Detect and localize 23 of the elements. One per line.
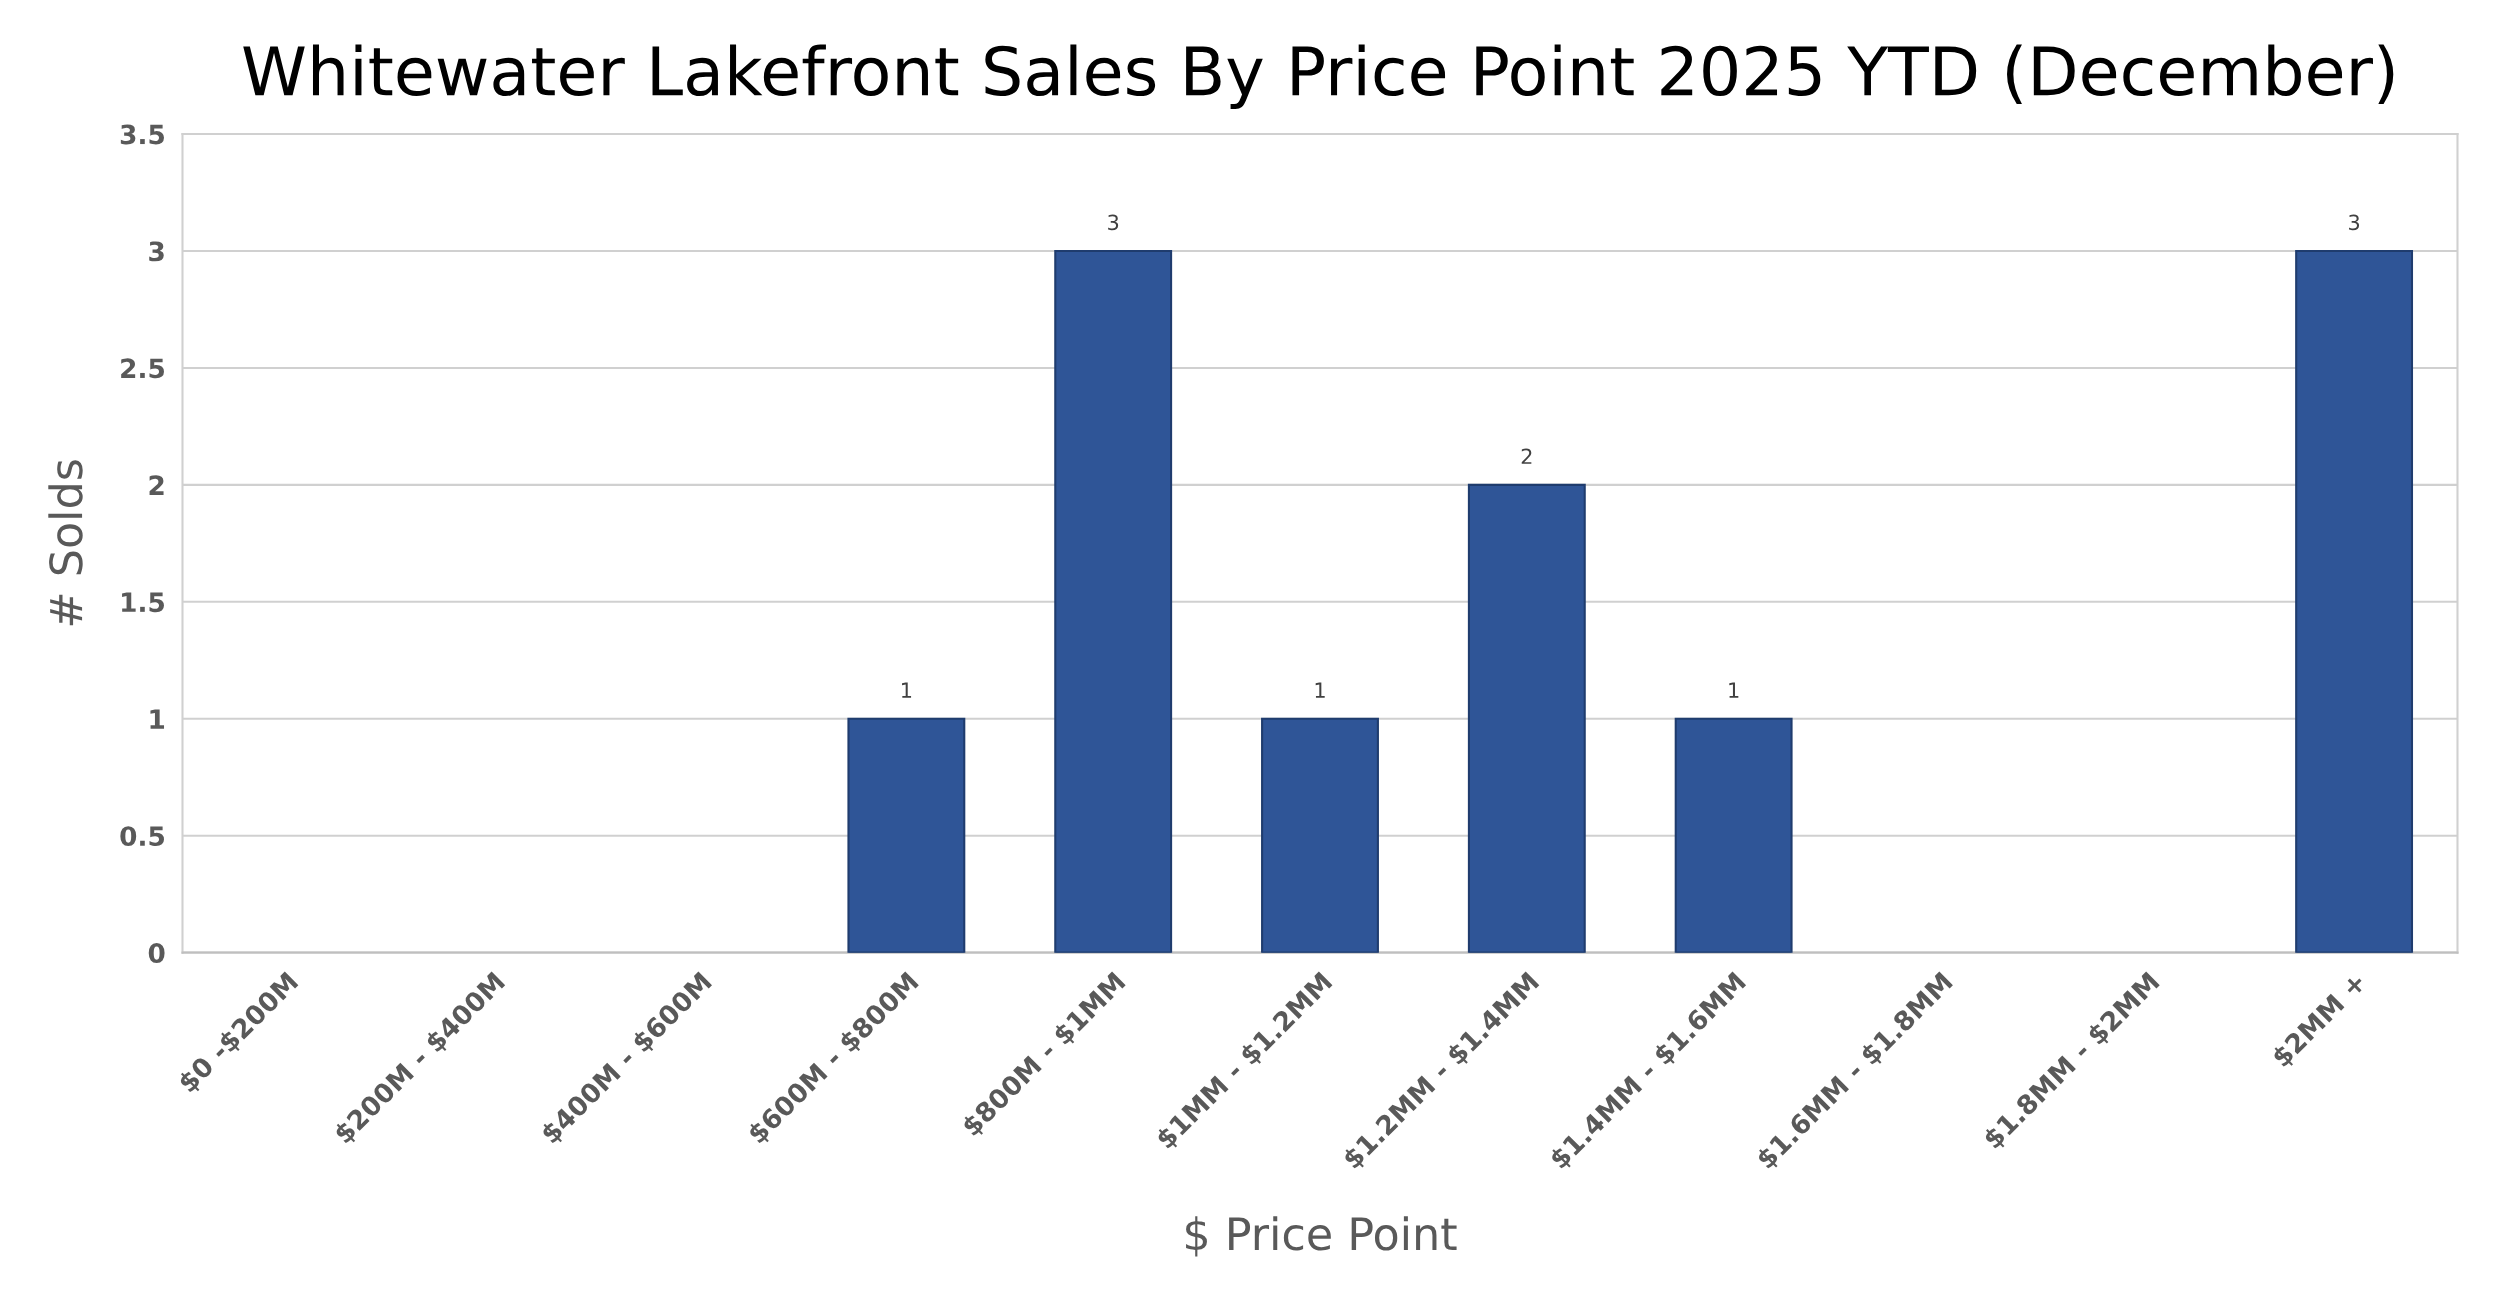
bar	[2295, 249, 2414, 953]
data-label: 1	[902, 682, 912, 698]
y-tick-label: 0.5	[120, 826, 164, 847]
bar	[1674, 717, 1793, 953]
y-tick-label: 2.5	[121, 358, 164, 379]
data-label: 1	[1315, 682, 1325, 698]
y-tick-label: 2	[149, 475, 164, 495]
data-label: 3	[2349, 214, 2360, 231]
data-label: 1	[1729, 682, 1739, 698]
y-tick-label: 1.5	[122, 592, 164, 613]
x-axis-title: $ Price Point	[1186, 1216, 1457, 1257]
data-label: 2	[1521, 448, 1532, 464]
bar	[847, 717, 966, 953]
y-axis-title: # Solds	[48, 460, 83, 626]
y-tick-label: 3	[149, 241, 164, 262]
data-label: 3	[1108, 214, 1119, 231]
y-tick-label: 0	[148, 943, 165, 964]
bar	[1261, 717, 1379, 953]
y-tick-label: 1	[150, 709, 165, 729]
y-tick-label: 3.5	[120, 124, 164, 145]
bar	[1467, 483, 1586, 953]
chart-title: Whitewater Lakefront Sales By Price Point 2025 YTD (December)	[243, 44, 2394, 109]
bar	[1054, 249, 1173, 953]
